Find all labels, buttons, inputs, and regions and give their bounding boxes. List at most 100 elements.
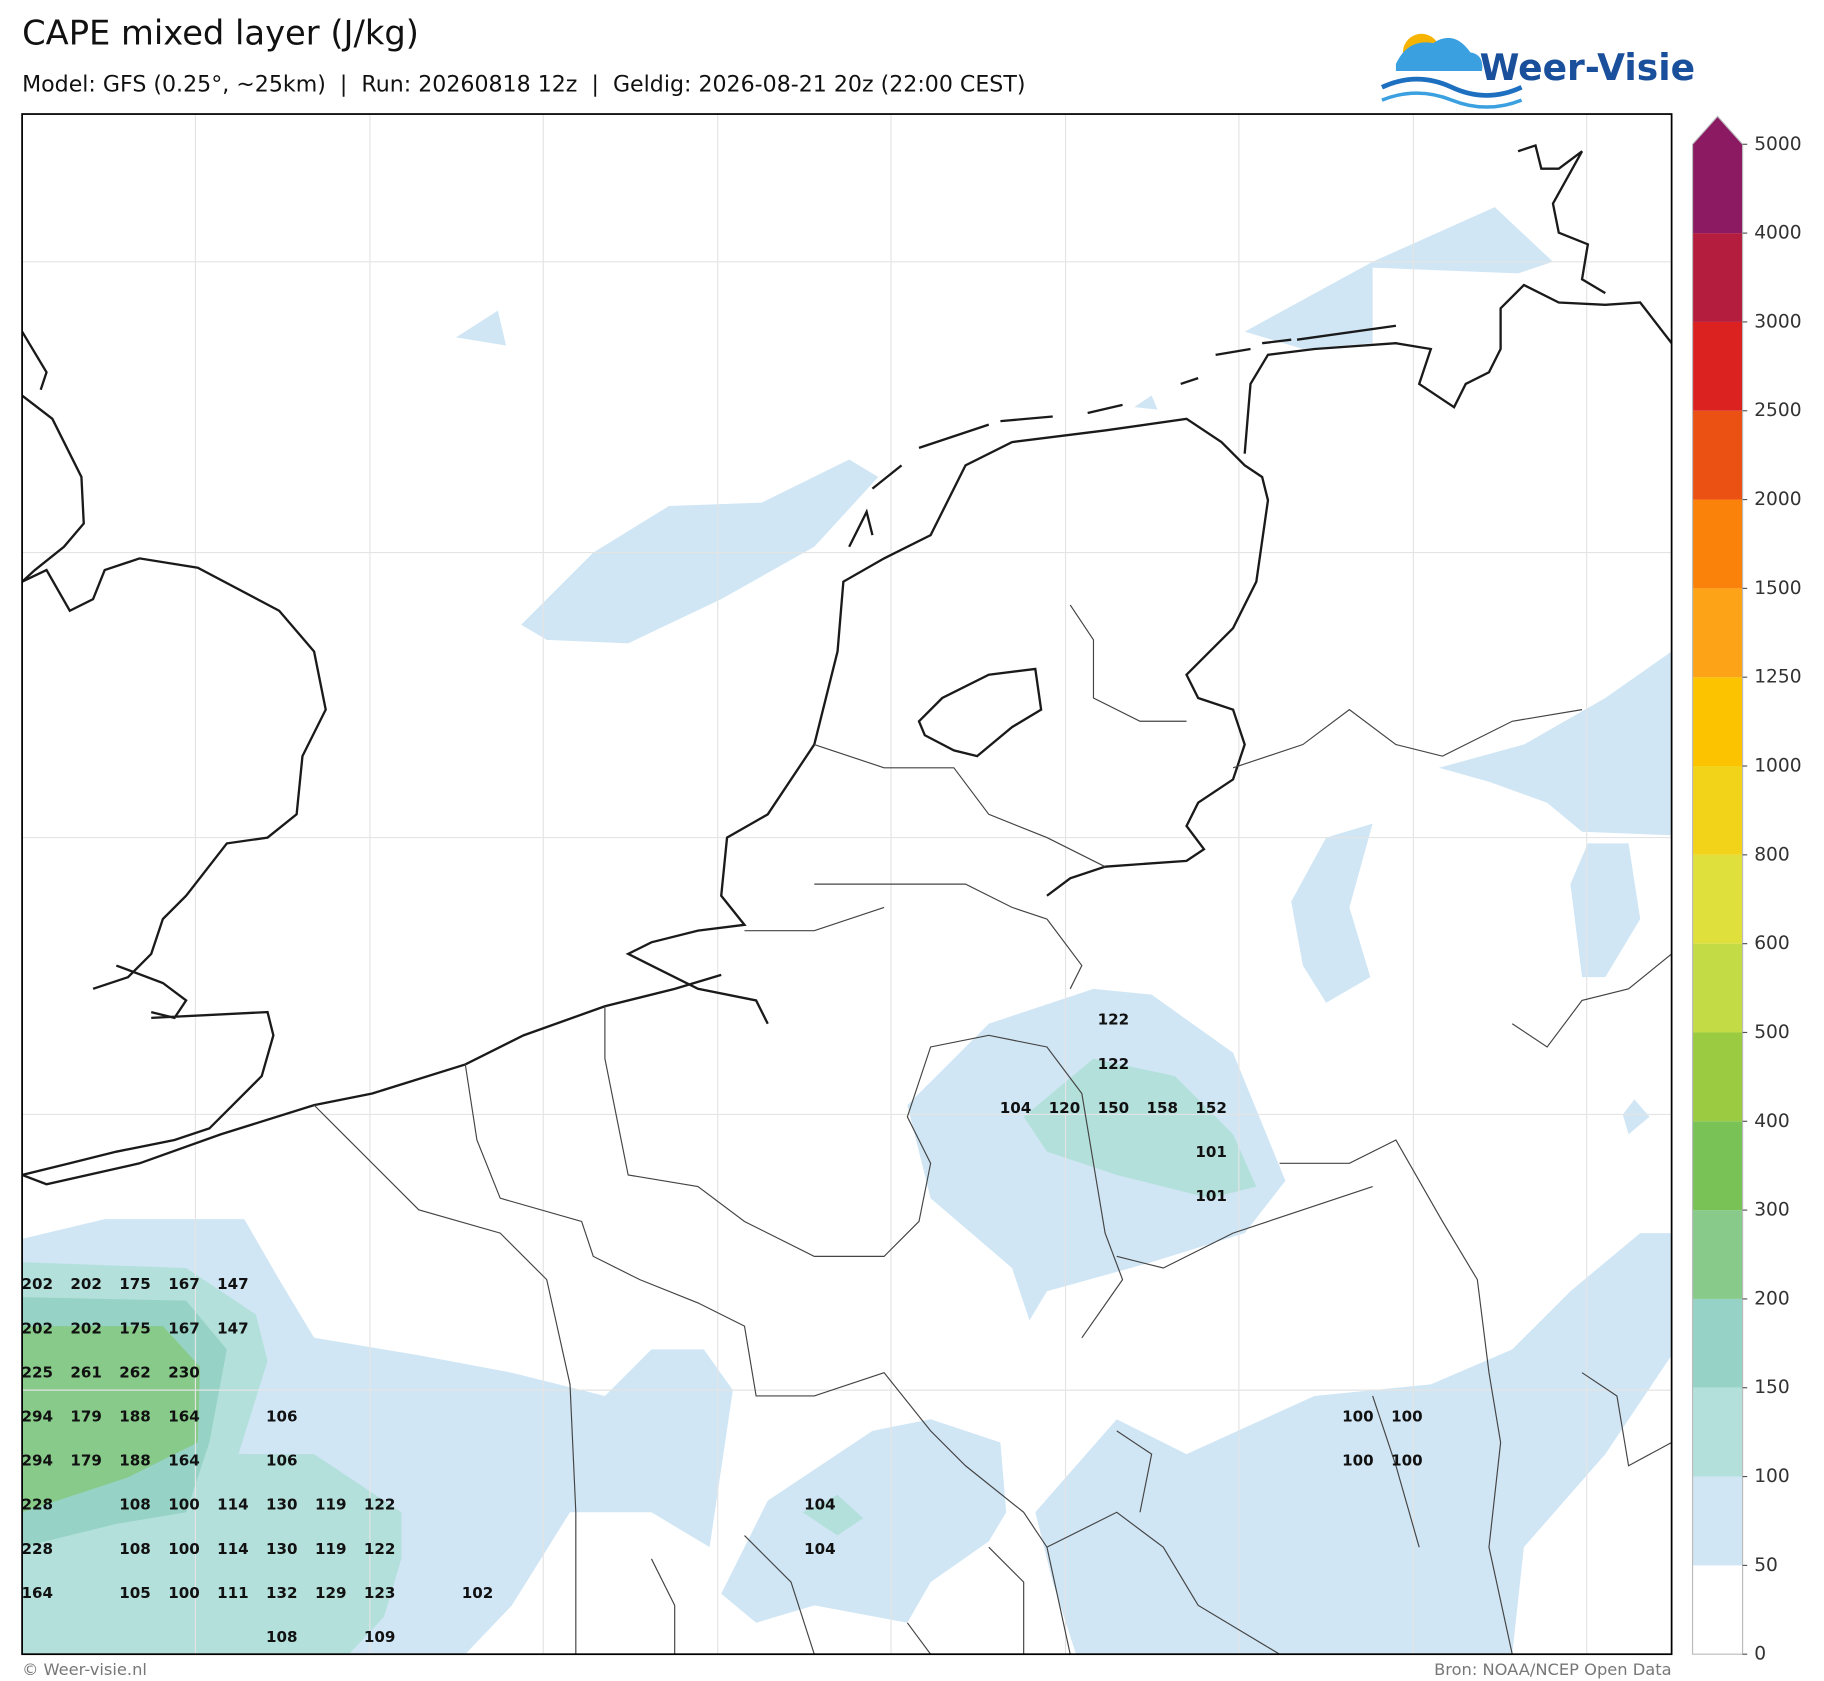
grid-value: 179: [70, 1452, 102, 1470]
colorbar-label: 800: [1754, 844, 1790, 865]
grid-value: 119: [315, 1540, 347, 1558]
grid-value: 122: [1098, 1011, 1130, 1029]
borders: [313, 604, 1672, 1655]
field-area: [721, 1419, 1007, 1623]
grid-value: 228: [21, 1540, 53, 1558]
coastline: [22, 417, 1270, 1186]
map-frame: [21, 113, 1673, 1656]
grid-value: 294: [21, 1452, 53, 1470]
colorbar-label: 500: [1754, 1022, 1790, 1043]
colorbar-segment: [1692, 410, 1743, 500]
grid-value: 123: [364, 1584, 396, 1602]
grid-value: 122: [364, 1540, 396, 1558]
colorbar-label: 300: [1754, 1200, 1790, 1221]
grid-value: 164: [168, 1452, 200, 1470]
coastline: [22, 330, 85, 583]
coastline: [1517, 143, 1606, 295]
grid-value: 132: [266, 1584, 298, 1602]
colorbar-label: 50: [1754, 1555, 1778, 1576]
grid-value: 104: [1000, 1099, 1032, 1117]
grid-value: 100: [1342, 1408, 1374, 1426]
grid-value: 261: [70, 1363, 102, 1381]
field-area: [22, 1326, 201, 1513]
colorbar-label: 400: [1754, 1111, 1790, 1132]
grid-value: 167: [168, 1319, 200, 1337]
colorbar-segment: [1692, 588, 1743, 678]
grid-value: 114: [217, 1496, 249, 1514]
coastline: [1243, 283, 1672, 454]
grid-value: 104: [804, 1496, 836, 1514]
grid-value: 101: [1195, 1143, 1227, 1161]
grid-value: 230: [168, 1363, 200, 1381]
grid-value: 100: [168, 1496, 200, 1514]
colorbar-label: 4000: [1754, 223, 1801, 244]
border: [313, 1064, 1280, 1655]
map: 122 122 104 120 150 158 152 101 101 202 202 175 167 1…: [21, 114, 1672, 1655]
grid-value: 130: [266, 1496, 298, 1514]
grid-value: 164: [21, 1584, 53, 1602]
colorbar-label: 1250: [1754, 667, 1801, 688]
grid-value: 122: [1098, 1055, 1130, 1073]
field-area: [521, 459, 879, 644]
colorbar-segment: [1692, 321, 1743, 411]
grid-value: 108: [119, 1496, 151, 1514]
border: [744, 604, 1583, 990]
colorbar-segment: [1692, 1476, 1743, 1566]
colorbar-segment: [1692, 766, 1743, 855]
grid-value: 108: [266, 1628, 298, 1646]
grid-value: 111: [217, 1584, 249, 1602]
colorbar-label: 200: [1754, 1288, 1790, 1309]
grid-value: 106: [266, 1408, 298, 1426]
grid-value: 164: [168, 1408, 200, 1426]
colorbar: 0 50 100 150 200 300 400 500 600 800 1000 1250 1500 2…: [1691, 115, 1802, 1665]
colorbar-label: 2500: [1754, 400, 1801, 421]
colorbar-segment: [1692, 1032, 1743, 1122]
grid-value: 130: [266, 1540, 298, 1558]
logo-text: Weer-Visie: [1480, 47, 1695, 89]
colorbar-outline: [1691, 115, 1744, 1655]
field-area: [1244, 207, 1553, 350]
colorbar-label: 1000: [1754, 756, 1801, 777]
colorbar-label: 2000: [1754, 489, 1801, 510]
grid-value: 120: [1049, 1099, 1081, 1117]
grid-value: 108: [119, 1540, 151, 1558]
grid-value: 202: [70, 1275, 102, 1293]
grid-value: 100: [1391, 1452, 1423, 1470]
grid-value: 228: [21, 1496, 53, 1514]
grid-value: 188: [119, 1408, 151, 1426]
field-area: [1570, 843, 1641, 978]
title: CAPE mixed layer (J/kg): [22, 13, 419, 52]
grid-value: 100: [168, 1584, 200, 1602]
grid-value: 105: [119, 1584, 151, 1602]
grid-value: 147: [217, 1275, 249, 1293]
field-area: [456, 310, 507, 346]
field-area: [1622, 1099, 1650, 1135]
footer-left: © Weer-visie.nl: [22, 1660, 147, 1679]
colorbar-label: 5000: [1754, 134, 1801, 155]
grid-value: 104: [804, 1540, 836, 1558]
grid-value: 122: [364, 1496, 396, 1514]
colorbar-segment: [1692, 1565, 1743, 1655]
colorbar-segment: [1692, 1121, 1743, 1211]
logo-wave: [1381, 91, 1523, 109]
coastline: [917, 667, 1043, 758]
grid-value: 262: [119, 1363, 151, 1381]
grid-value: 114: [217, 1540, 249, 1558]
grid-value: 150: [1098, 1099, 1130, 1117]
colorbar-label: 0: [1754, 1644, 1766, 1665]
grid-value: 100: [1391, 1408, 1423, 1426]
field-area: [1291, 823, 1373, 1003]
grid-value: 175: [119, 1275, 151, 1293]
grid-value: 179: [70, 1408, 102, 1426]
grid-value: 167: [168, 1275, 200, 1293]
grid-value: 101: [1195, 1187, 1227, 1205]
grid-value: 188: [119, 1452, 151, 1470]
colorbar-segment: [1692, 854, 1743, 944]
colorbar-label: 150: [1754, 1377, 1790, 1398]
border: [604, 1006, 1124, 1339]
grid-value: 100: [1342, 1452, 1374, 1470]
colorbar-label: 3000: [1754, 311, 1801, 332]
colorbar-label: 100: [1754, 1466, 1790, 1487]
colorbar-segment: [1692, 943, 1743, 1033]
